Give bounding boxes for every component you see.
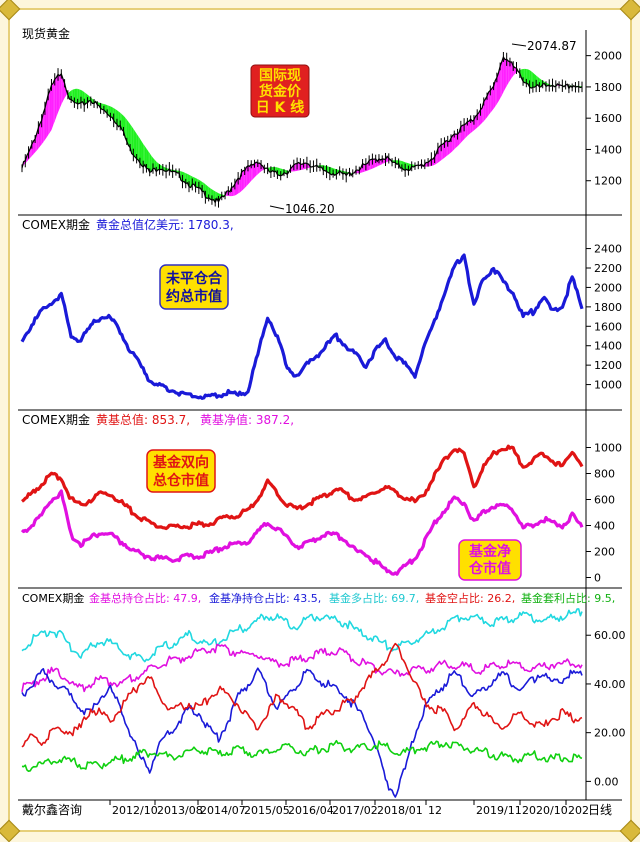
ma-ribbon-segment	[60, 74, 62, 109]
y-tick-label: 1600	[594, 112, 622, 125]
y-tick-label: 2000	[594, 281, 622, 294]
x-tick-label: 2016/04	[288, 804, 334, 817]
y-tick-label: 20.00	[594, 727, 626, 740]
x-tick-label: 2015/05	[244, 804, 290, 817]
y-tick-label: 2400	[594, 243, 622, 256]
y-tick-label: 2200	[594, 262, 622, 275]
low-marker-line	[270, 206, 284, 209]
panel3-legend-item-total: 黄基总值: 853.7,	[96, 412, 190, 427]
y-tick-label: 1800	[594, 81, 622, 94]
annotation-line-1: 基金净	[469, 543, 511, 560]
annotation-line-1: 基金双向	[153, 454, 209, 471]
plot-layer: 2000180016001400120024002200200018001600…	[22, 50, 626, 817]
high-marker: 2074.87	[512, 39, 577, 53]
panel4-legend-item: 基金空占比: 26.2,	[425, 591, 515, 605]
y-tick-label: 400	[594, 520, 615, 533]
annotation-line-2: 总仓市值	[153, 472, 209, 489]
low-label: 1046.20	[285, 202, 335, 216]
y-tick-label: 600	[594, 494, 615, 507]
series-line	[22, 446, 582, 528]
panel1-annotation-box: 国际现 货金价 日 K 线	[251, 65, 309, 117]
ma-ribbon-segment	[503, 57, 505, 92]
y-tick-label: 1400	[594, 143, 622, 156]
series-line	[22, 609, 582, 662]
series-line	[22, 255, 582, 398]
x-tick-label: 2012/10	[112, 804, 158, 817]
high-marker-line	[512, 44, 526, 46]
y-tick-label: 40.00	[594, 678, 626, 691]
y-tick-label: 0.00	[594, 775, 619, 788]
panel2-annotation-box: 未平仓合 约总市值	[160, 265, 228, 309]
ma-ribbon-segment	[128, 122, 130, 148]
annotation-line-3: 日 K 线	[256, 99, 305, 116]
annotation-line-1: 未平仓合	[166, 270, 223, 287]
y-tick-label: 2000	[594, 50, 622, 63]
ma-ribbon-segment	[50, 85, 52, 133]
y-tick-label: 1800	[594, 301, 622, 314]
y-tick-label: 200	[594, 546, 615, 559]
x-tick-label: 2014/07	[200, 804, 246, 817]
x-tick-label: 2020/10	[522, 804, 568, 817]
high-label: 2074.87	[527, 39, 577, 53]
panel4-legend-item: 金基净持仓占比: 43.5,	[209, 591, 321, 605]
y-tick-label: 1000	[594, 379, 622, 392]
panel1-title: 现货黄金	[22, 26, 70, 41]
ma-ribbon-segment	[53, 79, 55, 125]
x-tick-label: 2018/01	[377, 804, 423, 817]
x-tick-label: 2017/02	[332, 804, 378, 817]
annotation-line-1: 国际现	[259, 68, 301, 84]
panel2-legend: COMEX期金 黄金总值亿美元: 1780.3,	[22, 217, 234, 232]
y-tick-label: 60.00	[594, 629, 626, 642]
annotation-line-2: 约总市值	[166, 288, 222, 305]
series-line	[22, 668, 582, 797]
panel4-legend-item: 基金多占比: 69.7,	[329, 591, 419, 605]
panel3-annotation-box: 基金双向 总仓市值	[147, 450, 215, 492]
panel3-title: COMEX期金	[22, 412, 90, 427]
x-tick-label: 2019/11	[476, 804, 522, 817]
x-tick-label: 202	[568, 804, 589, 817]
panel2-legend-item: 黄金总值亿美元: 1780.3,	[96, 217, 234, 232]
y-tick-label: 1000	[594, 442, 622, 455]
panel4-legend: COMEX期金 金基总持仓占比: 47.9, 金基净持仓占比: 43.5, 基金…	[22, 591, 615, 605]
panel2-title: COMEX期金	[22, 217, 90, 232]
panel3-legend: COMEX期金 黄基总值: 853.7, 黄基净值: 387.2,	[22, 412, 294, 427]
panel3-legend-item-net: 黄基净值: 387.2,	[200, 412, 294, 427]
x-tick-label: 12	[428, 804, 442, 817]
y-tick-label: 1600	[594, 320, 622, 333]
y-tick-label: 1400	[594, 340, 622, 353]
annotation-line-2: 仓市值	[468, 560, 511, 577]
panel4-legend-item: 基金套利占比: 9.5,	[521, 591, 615, 605]
y-tick-label: 800	[594, 468, 615, 481]
panel3-annotation-box-net: 基金净 仓市值	[459, 540, 521, 580]
x-tick-label: 2013/08	[157, 804, 203, 817]
y-tick-label: 1200	[594, 359, 622, 372]
series-line	[22, 741, 582, 772]
y-tick-label: 1200	[594, 175, 622, 188]
footer-brand: 戴尔鑫咨询	[22, 802, 82, 817]
ma-ribbon-segment	[56, 74, 58, 116]
annotation-line-2: 货金价	[258, 83, 302, 100]
low-marker: 1046.20	[270, 202, 335, 216]
footer-period: 日线	[588, 803, 612, 817]
series-line	[22, 644, 582, 692]
panel4-title: COMEX期金	[22, 591, 84, 605]
y-tick-label: 0	[594, 572, 601, 585]
panel4-legend-item: 金基总持仓占比: 47.9,	[89, 591, 201, 605]
